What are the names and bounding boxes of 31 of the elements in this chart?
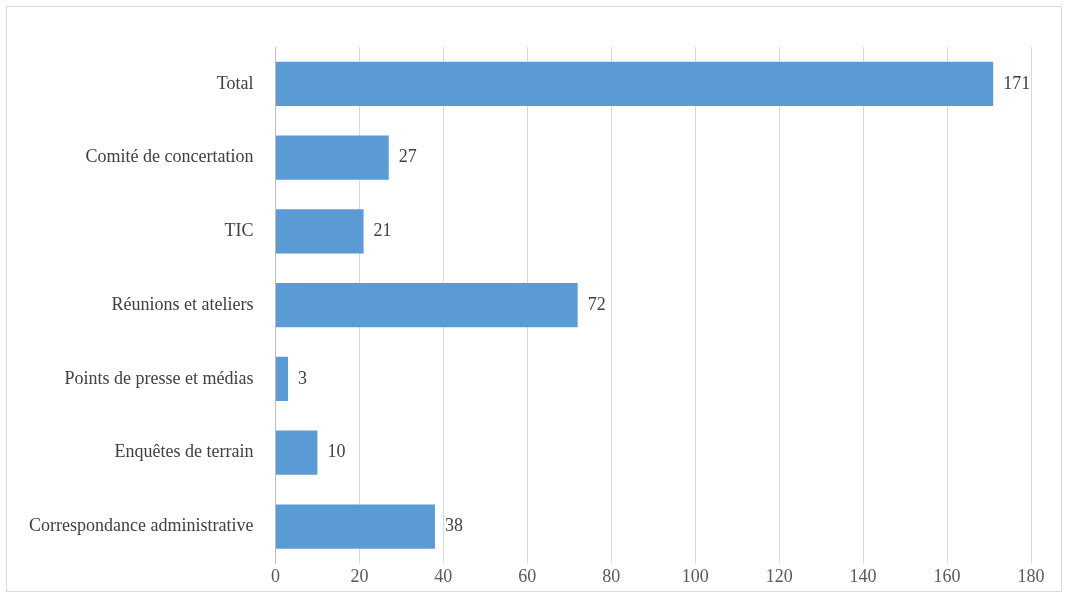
data-label: 38 [444, 515, 463, 536]
y-tick-label: Points de presse et médias [64, 367, 254, 388]
x-tick-label: 160 [933, 565, 961, 586]
y-tick-label: TIC [224, 220, 254, 241]
x-tick-label: 20 [350, 565, 369, 586]
bar [275, 430, 318, 475]
x-tick-label: 40 [434, 565, 453, 586]
x-tick-label: 100 [681, 565, 709, 586]
y-tick-label: Correspondance administrative [28, 515, 254, 536]
data-label: 27 [398, 146, 417, 167]
x-tick-label: 0 [270, 565, 280, 586]
data-label: 72 [587, 293, 606, 314]
y-tick-label: Réunions et ateliers [111, 293, 254, 314]
data-label: 171 [1003, 72, 1031, 93]
y-tick-label: Enquêtes de terrain [114, 441, 254, 462]
x-tick-label: 180 [1017, 565, 1045, 586]
bar [275, 209, 364, 254]
data-label: 10 [327, 441, 346, 462]
bar [275, 61, 994, 107]
x-tick-label: 140 [849, 565, 877, 586]
bar [275, 356, 289, 402]
x-tick-label: 80 [602, 565, 621, 586]
bar [275, 135, 389, 180]
x-tick-label: 120 [765, 565, 793, 586]
bar [275, 283, 578, 328]
y-tick-label: Comité de concertation [85, 146, 254, 167]
x-tick-label: 60 [518, 565, 537, 586]
y-tick-label: Total [216, 72, 254, 93]
bar [275, 504, 435, 549]
data-label: 21 [373, 220, 392, 241]
data-label: 3 [298, 367, 308, 388]
